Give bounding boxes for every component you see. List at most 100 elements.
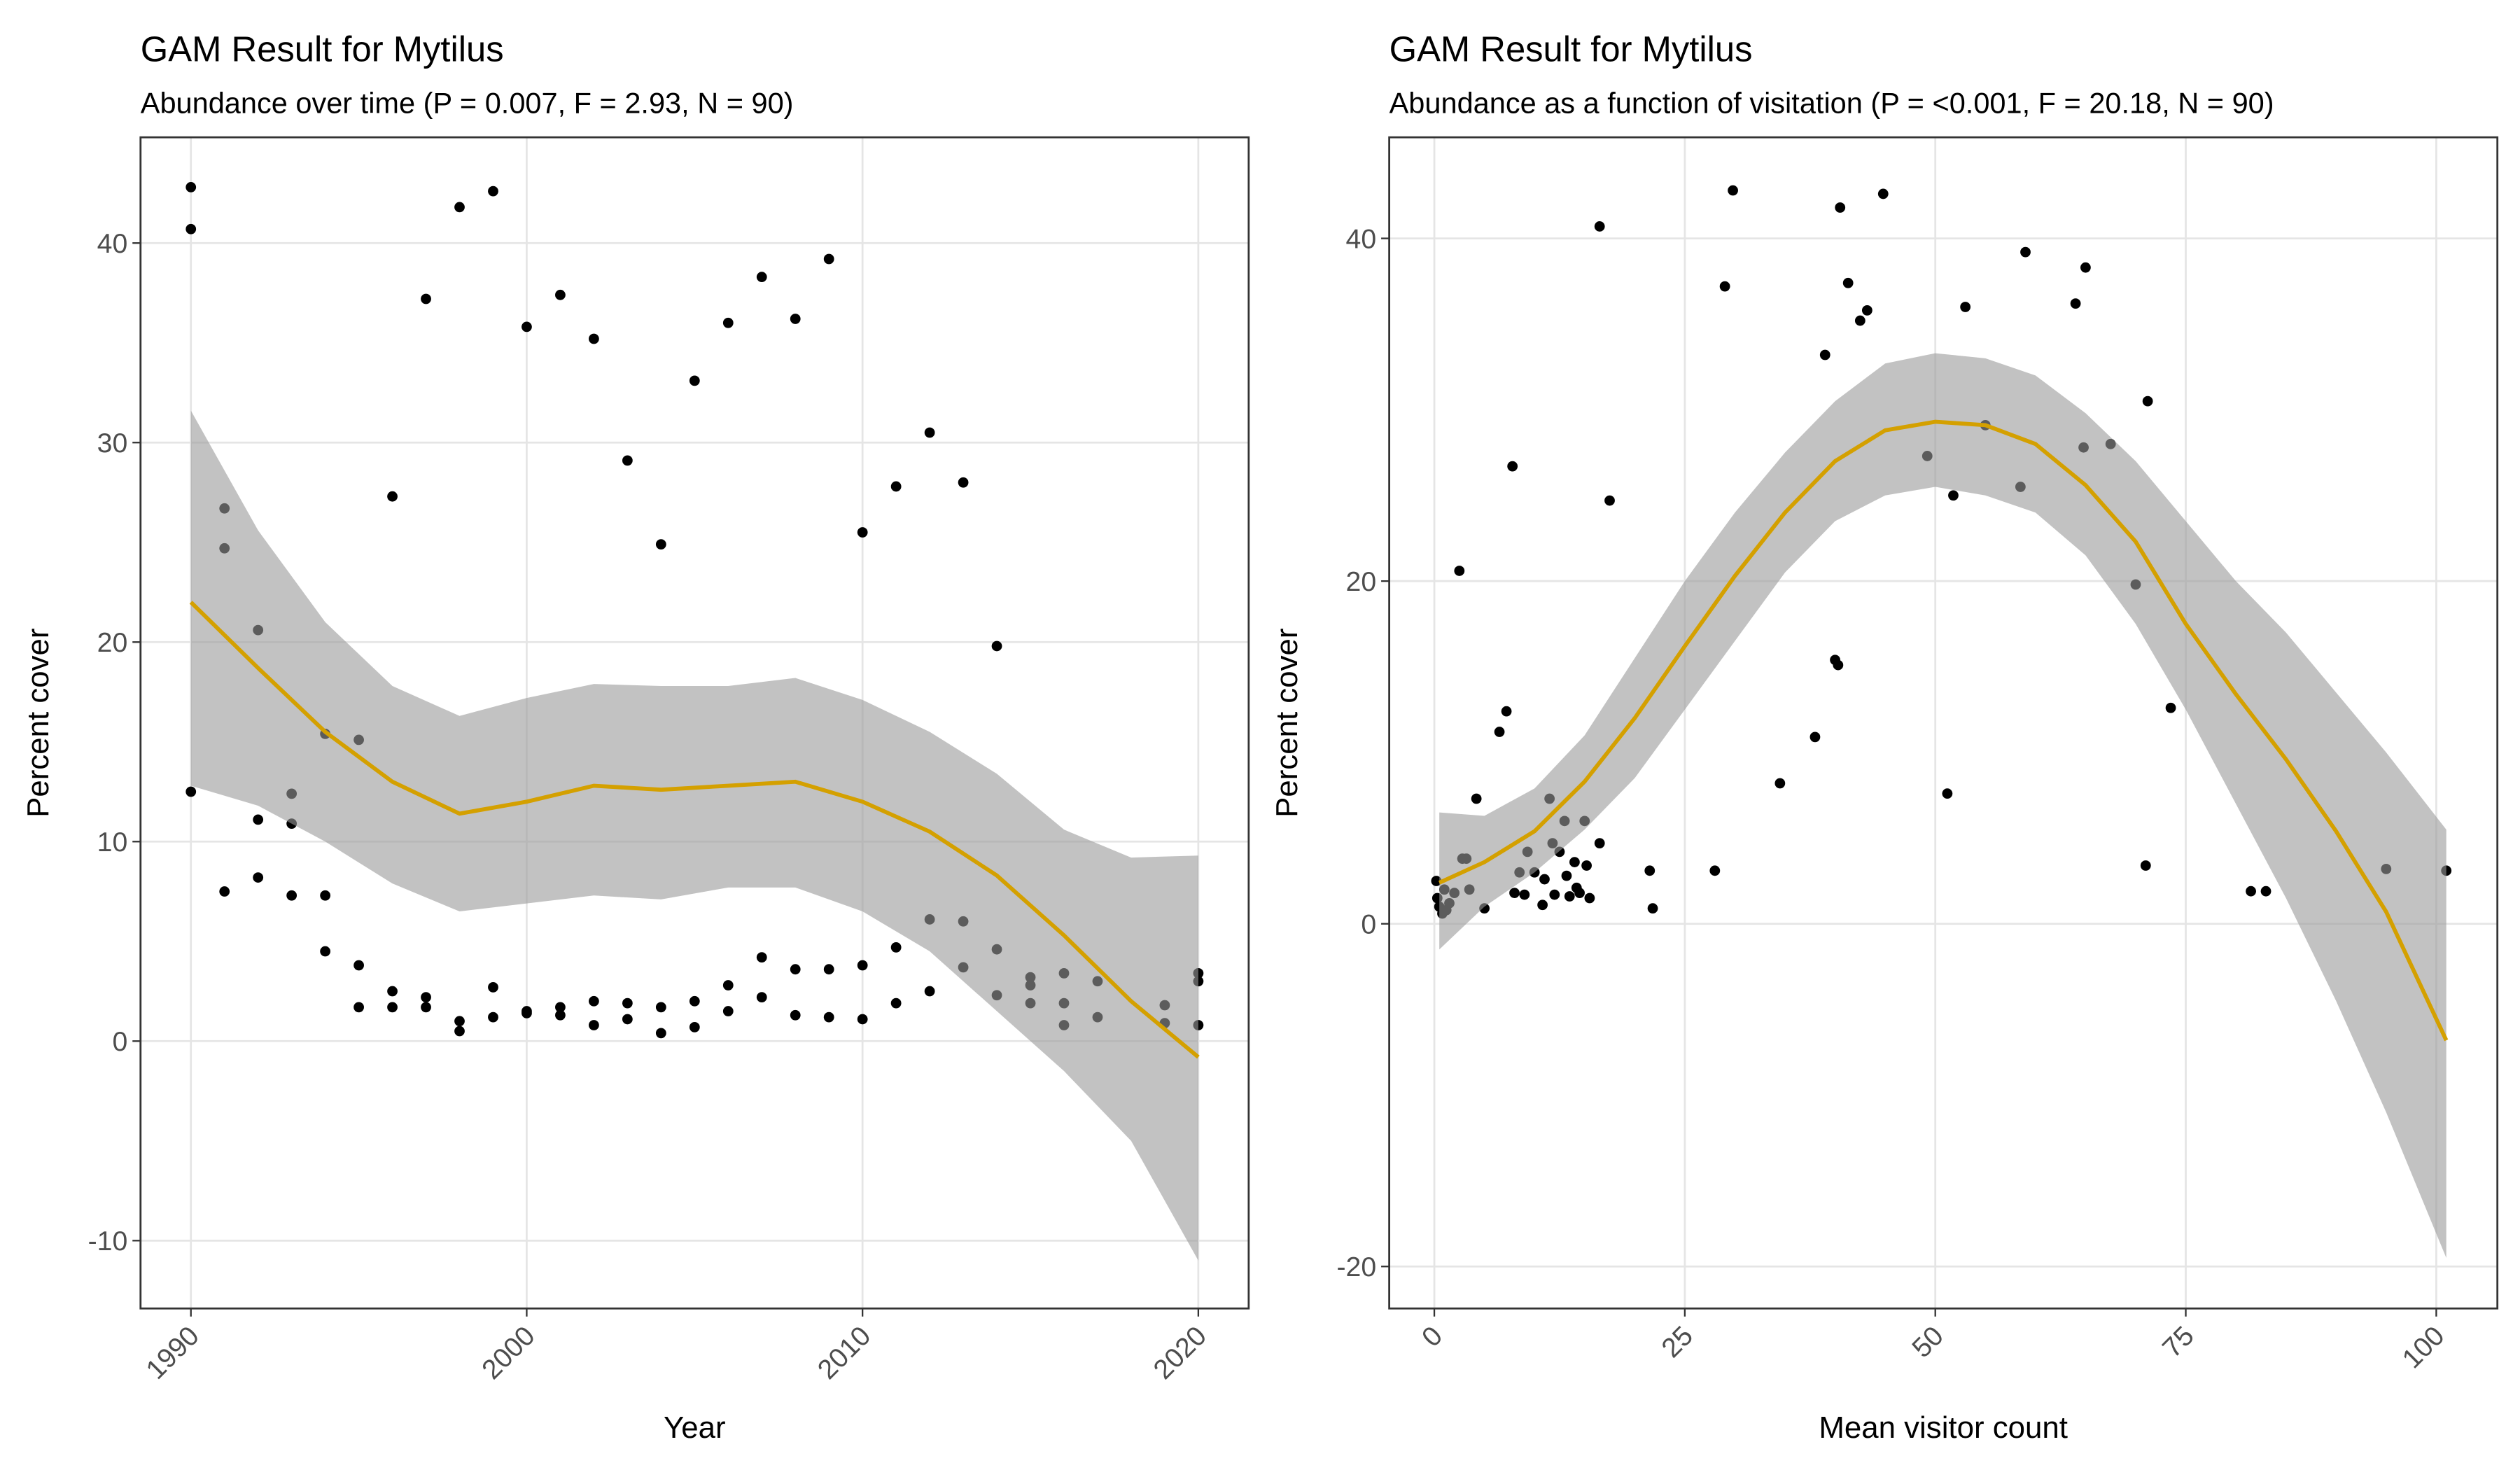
data-point — [790, 314, 801, 324]
y-tick-label: -20 — [1336, 1252, 1376, 1282]
data-point — [1507, 461, 1518, 472]
data-point — [1719, 281, 1730, 292]
data-point — [722, 317, 734, 328]
data-point — [186, 786, 197, 797]
data-point — [286, 890, 298, 901]
plot-border — [1388, 136, 2499, 1310]
data-point — [1644, 865, 1656, 876]
data-point — [2020, 246, 2031, 258]
data-point — [253, 814, 264, 825]
data-point — [1564, 891, 1575, 902]
data-point — [219, 886, 230, 897]
data-point — [354, 1002, 364, 1013]
data-point — [2165, 702, 2176, 713]
data-point — [2260, 886, 2272, 897]
data-point — [622, 1014, 633, 1025]
data-point — [387, 986, 398, 997]
data-point — [354, 960, 364, 971]
x-axis-label: Year — [664, 1410, 726, 1445]
data-point — [790, 1009, 801, 1021]
chart-subtitle: Abundance as a function of visitation (P… — [1390, 87, 2274, 120]
data-point — [756, 952, 767, 962]
data-point — [2080, 262, 2091, 273]
data-point — [689, 375, 700, 386]
y-tick-label: 40 — [1346, 223, 1377, 254]
y-tick-label: 40 — [97, 228, 128, 259]
data-point — [555, 1002, 566, 1013]
data-point — [1647, 903, 1658, 914]
data-point — [1519, 889, 1530, 900]
data-point — [488, 186, 498, 197]
data-point — [522, 1008, 532, 1018]
data-point — [1604, 495, 1615, 506]
data-point — [890, 481, 902, 492]
data-point — [589, 333, 599, 344]
data-point — [1819, 349, 1830, 360]
data-point — [924, 986, 935, 997]
data-point — [1584, 892, 1595, 904]
data-point — [823, 1011, 834, 1023]
data-point — [2246, 886, 2256, 897]
confidence-ribbon — [1439, 353, 2446, 1259]
data-point — [655, 1028, 666, 1039]
data-point — [2142, 396, 2153, 407]
chart-title: GAM Result for Mytilus — [141, 29, 504, 69]
chart-title: GAM Result for Mytilus — [1390, 29, 1753, 69]
data-point — [1728, 185, 1738, 196]
data-point — [1594, 221, 1605, 232]
data-point — [488, 1011, 498, 1023]
data-point — [924, 427, 935, 438]
data-point — [522, 321, 532, 332]
data-point — [722, 980, 734, 990]
data-point — [1549, 889, 1560, 900]
data-point — [1569, 857, 1580, 867]
data-point — [253, 872, 264, 883]
plot-border — [139, 136, 1250, 1310]
y-tick-label: -10 — [88, 1226, 128, 1256]
data-point — [1942, 788, 1953, 799]
data-point — [756, 272, 767, 283]
data-point — [2140, 860, 2151, 871]
data-point — [1960, 302, 1971, 312]
data-point — [790, 964, 801, 975]
data-point — [320, 946, 330, 957]
data-point — [1501, 706, 1512, 717]
data-point — [421, 1002, 431, 1013]
data-point — [1594, 838, 1605, 849]
data-point — [387, 1002, 398, 1013]
data-point — [857, 960, 868, 971]
data-point — [1854, 315, 1865, 326]
data-point — [655, 1002, 666, 1013]
y-tick-label: 30 — [97, 428, 128, 458]
data-point — [890, 941, 902, 953]
data-point — [823, 253, 834, 265]
data-point — [958, 477, 969, 488]
data-point — [1835, 202, 1846, 213]
data-point — [1539, 874, 1550, 885]
x-tick-label: 75 — [2157, 1320, 2200, 1364]
data-point — [454, 1026, 465, 1037]
data-point — [991, 640, 1002, 652]
data-point — [857, 527, 868, 538]
data-point — [454, 202, 465, 213]
x-tick-label: 0 — [1416, 1320, 1449, 1353]
data-point — [555, 1009, 566, 1021]
data-point — [555, 289, 566, 300]
x-tick-label: 2000 — [476, 1320, 541, 1385]
y-tick-label: 10 — [97, 827, 128, 858]
data-point — [1842, 277, 1854, 288]
smooth-line — [1438, 419, 2449, 1042]
data-point — [890, 997, 902, 1009]
data-point — [857, 1014, 868, 1025]
x-tick-label: 50 — [1906, 1320, 1949, 1364]
data-point — [1471, 793, 1482, 804]
data-point — [387, 491, 398, 502]
data-point — [655, 539, 666, 550]
y-axis-label: Percent cover — [1270, 628, 1304, 817]
data-point — [1581, 860, 1592, 871]
y-tick-label: 0 — [1361, 909, 1376, 940]
data-point — [589, 1020, 599, 1030]
data-point — [2070, 298, 2081, 309]
data-point — [1833, 659, 1844, 671]
